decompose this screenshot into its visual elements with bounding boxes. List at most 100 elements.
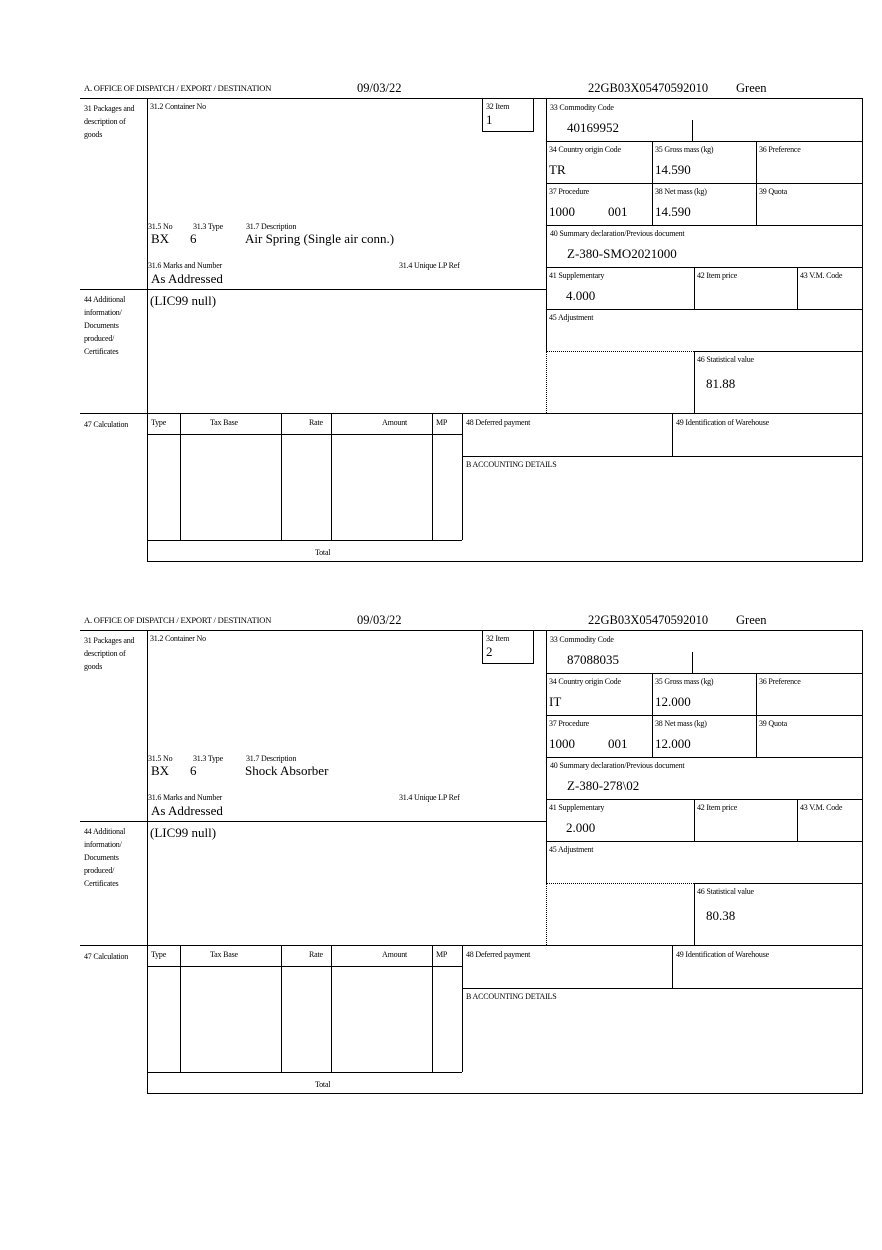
net-mass: 14.590 bbox=[655, 204, 691, 219]
declaration-reference: 22GB03X05470592010 bbox=[588, 613, 709, 627]
rate-header: Rate bbox=[309, 418, 323, 427]
goods-description: Shock Absorber bbox=[245, 763, 329, 778]
item-label: 32 Item bbox=[486, 634, 510, 643]
adjustment-label: 45 Adjustment bbox=[549, 313, 594, 322]
type-label: 31.3 Type bbox=[193, 754, 223, 763]
description-label: 31.7 Description bbox=[246, 754, 297, 763]
country-label: 34 Country origin Code bbox=[549, 145, 621, 154]
package-kind: BX bbox=[151, 763, 170, 778]
procedure-additional: 001 bbox=[608, 736, 628, 751]
quota-label: 39 Quota bbox=[759, 187, 787, 196]
tax-base-header: Tax Base bbox=[210, 950, 238, 959]
item-number: 1 bbox=[486, 112, 493, 127]
container-no-label: 31.2 Container No bbox=[150, 102, 206, 111]
package-kind: BX bbox=[151, 231, 170, 246]
country-origin: TR bbox=[549, 162, 566, 177]
quota-label: 39 Quota bbox=[759, 719, 787, 728]
office-heading: A. OFFICE OF DISPATCH / EXPORT / DESTINA… bbox=[84, 83, 272, 93]
marks-label: 31.6 Marks and Number bbox=[148, 261, 223, 270]
unique-ref-label: 31.4 Unique LP Ref bbox=[399, 793, 460, 802]
deferred-payment-label: 48 Deferred payment bbox=[466, 950, 531, 959]
total-label: Total bbox=[315, 1080, 331, 1089]
statistical-value-label: 46 Statistical value bbox=[697, 355, 754, 364]
packages-label: 31 Packages and description of goods bbox=[84, 636, 135, 671]
commodity-label: 33 Commodity Code bbox=[550, 103, 614, 112]
net-mass-label: 38 Net mass (kg) bbox=[655, 187, 707, 196]
additional-info-label: 44 Additional information/ Documents pro… bbox=[84, 295, 126, 356]
packages-label: 31 Packages and description of goods bbox=[84, 104, 135, 139]
item-label: 32 Item bbox=[486, 102, 510, 111]
additional-info: (LIC99 null) bbox=[150, 825, 217, 840]
calc-type-header: Type bbox=[151, 418, 167, 427]
net-mass-label: 38 Net mass (kg) bbox=[655, 719, 707, 728]
mp-header: MP bbox=[436, 418, 448, 427]
item-number: 2 bbox=[486, 644, 493, 659]
no-label: 31.5 No bbox=[148, 754, 173, 763]
commodity-code: 87088035 bbox=[567, 652, 619, 667]
marks-value: As Addressed bbox=[151, 271, 223, 286]
item-price-label: 42 Item price bbox=[697, 803, 738, 812]
statistical-value: 80.38 bbox=[706, 908, 736, 923]
package-count: 6 bbox=[190, 231, 197, 246]
calc-type-header: Type bbox=[151, 950, 167, 959]
supplementary-units: 2.000 bbox=[566, 820, 596, 835]
route: Green bbox=[736, 613, 767, 627]
gross-mass-label: 35 Gross mass (kg) bbox=[655, 145, 714, 154]
summary-label: 40 Summary declaration/Previous document bbox=[550, 229, 685, 238]
warehouse-label: 49 Identification of Warehouse bbox=[676, 418, 769, 427]
additional-info: (LIC99 null) bbox=[150, 293, 217, 308]
country-origin: IT bbox=[549, 694, 562, 709]
item-number-box bbox=[482, 98, 534, 132]
amount-header: Amount bbox=[382, 418, 408, 427]
deferred-payment-label: 48 Deferred payment bbox=[466, 418, 531, 427]
supplementary-label: 41 Supplementary bbox=[549, 271, 605, 280]
summary-label: 40 Summary declaration/Previous document bbox=[550, 761, 685, 770]
declaration-item-block: A. OFFICE OF DISPATCH / EXPORT / DESTINA… bbox=[0, 612, 882, 1112]
package-count: 6 bbox=[190, 763, 197, 778]
marks-value: As Addressed bbox=[151, 803, 223, 818]
total-label: Total bbox=[315, 548, 331, 557]
amount-header: Amount bbox=[382, 950, 408, 959]
adjustment-label: 45 Adjustment bbox=[549, 845, 594, 854]
declaration-item-block: A. OFFICE OF DISPATCH / EXPORT / DESTINA… bbox=[0, 80, 882, 580]
supplementary-label: 41 Supplementary bbox=[549, 803, 605, 812]
tax-base-header: Tax Base bbox=[210, 418, 238, 427]
vm-code-label: 43 V.M. Code bbox=[800, 803, 843, 812]
calculation-label: 47 Calculation bbox=[84, 420, 129, 429]
supplementary-units: 4.000 bbox=[566, 288, 596, 303]
warehouse-label: 49 Identification of Warehouse bbox=[676, 950, 769, 959]
additional-info-label: 44 Additional information/ Documents pro… bbox=[84, 827, 126, 888]
gross-mass-label: 35 Gross mass (kg) bbox=[655, 677, 714, 686]
declaration-reference: 22GB03X05470592010 bbox=[588, 81, 709, 95]
preference-label: 36 Preference bbox=[759, 677, 801, 686]
preference-label: 36 Preference bbox=[759, 145, 801, 154]
item-number-box bbox=[482, 630, 534, 664]
gross-mass: 14.590 bbox=[655, 162, 691, 177]
goods-description: Air Spring (Single air conn.) bbox=[245, 231, 395, 246]
gross-mass: 12.000 bbox=[655, 694, 691, 709]
procedure-label: 37 Procedure bbox=[549, 719, 590, 728]
procedure-label: 37 Procedure bbox=[549, 187, 590, 196]
type-label: 31.3 Type bbox=[193, 222, 223, 231]
date: 09/03/22 bbox=[357, 613, 402, 627]
country-label: 34 Country origin Code bbox=[549, 677, 621, 686]
mp-header: MP bbox=[436, 950, 448, 959]
previous-document: Z-380-SMO2021000 bbox=[567, 246, 677, 261]
no-label: 31.5 No bbox=[148, 222, 173, 231]
procedure-additional: 001 bbox=[608, 204, 628, 219]
date: 09/03/22 bbox=[357, 81, 402, 95]
commodity-code: 40169952 bbox=[567, 120, 619, 135]
unique-ref-label: 31.4 Unique LP Ref bbox=[399, 261, 460, 270]
net-mass: 12.000 bbox=[655, 736, 691, 751]
statistical-value: 81.88 bbox=[706, 376, 736, 391]
procedure-code: 1000 bbox=[549, 204, 575, 219]
statistical-value-label: 46 Statistical value bbox=[697, 887, 754, 896]
calculation-label: 47 Calculation bbox=[84, 952, 129, 961]
accounting-details-label: B ACCOUNTING DETAILS bbox=[466, 460, 557, 469]
container-no-label: 31.2 Container No bbox=[150, 634, 206, 643]
commodity-label: 33 Commodity Code bbox=[550, 635, 614, 644]
accounting-details-label: B ACCOUNTING DETAILS bbox=[466, 992, 557, 1001]
item-price-label: 42 Item price bbox=[697, 271, 738, 280]
rate-header: Rate bbox=[309, 950, 323, 959]
procedure-code: 1000 bbox=[549, 736, 575, 751]
